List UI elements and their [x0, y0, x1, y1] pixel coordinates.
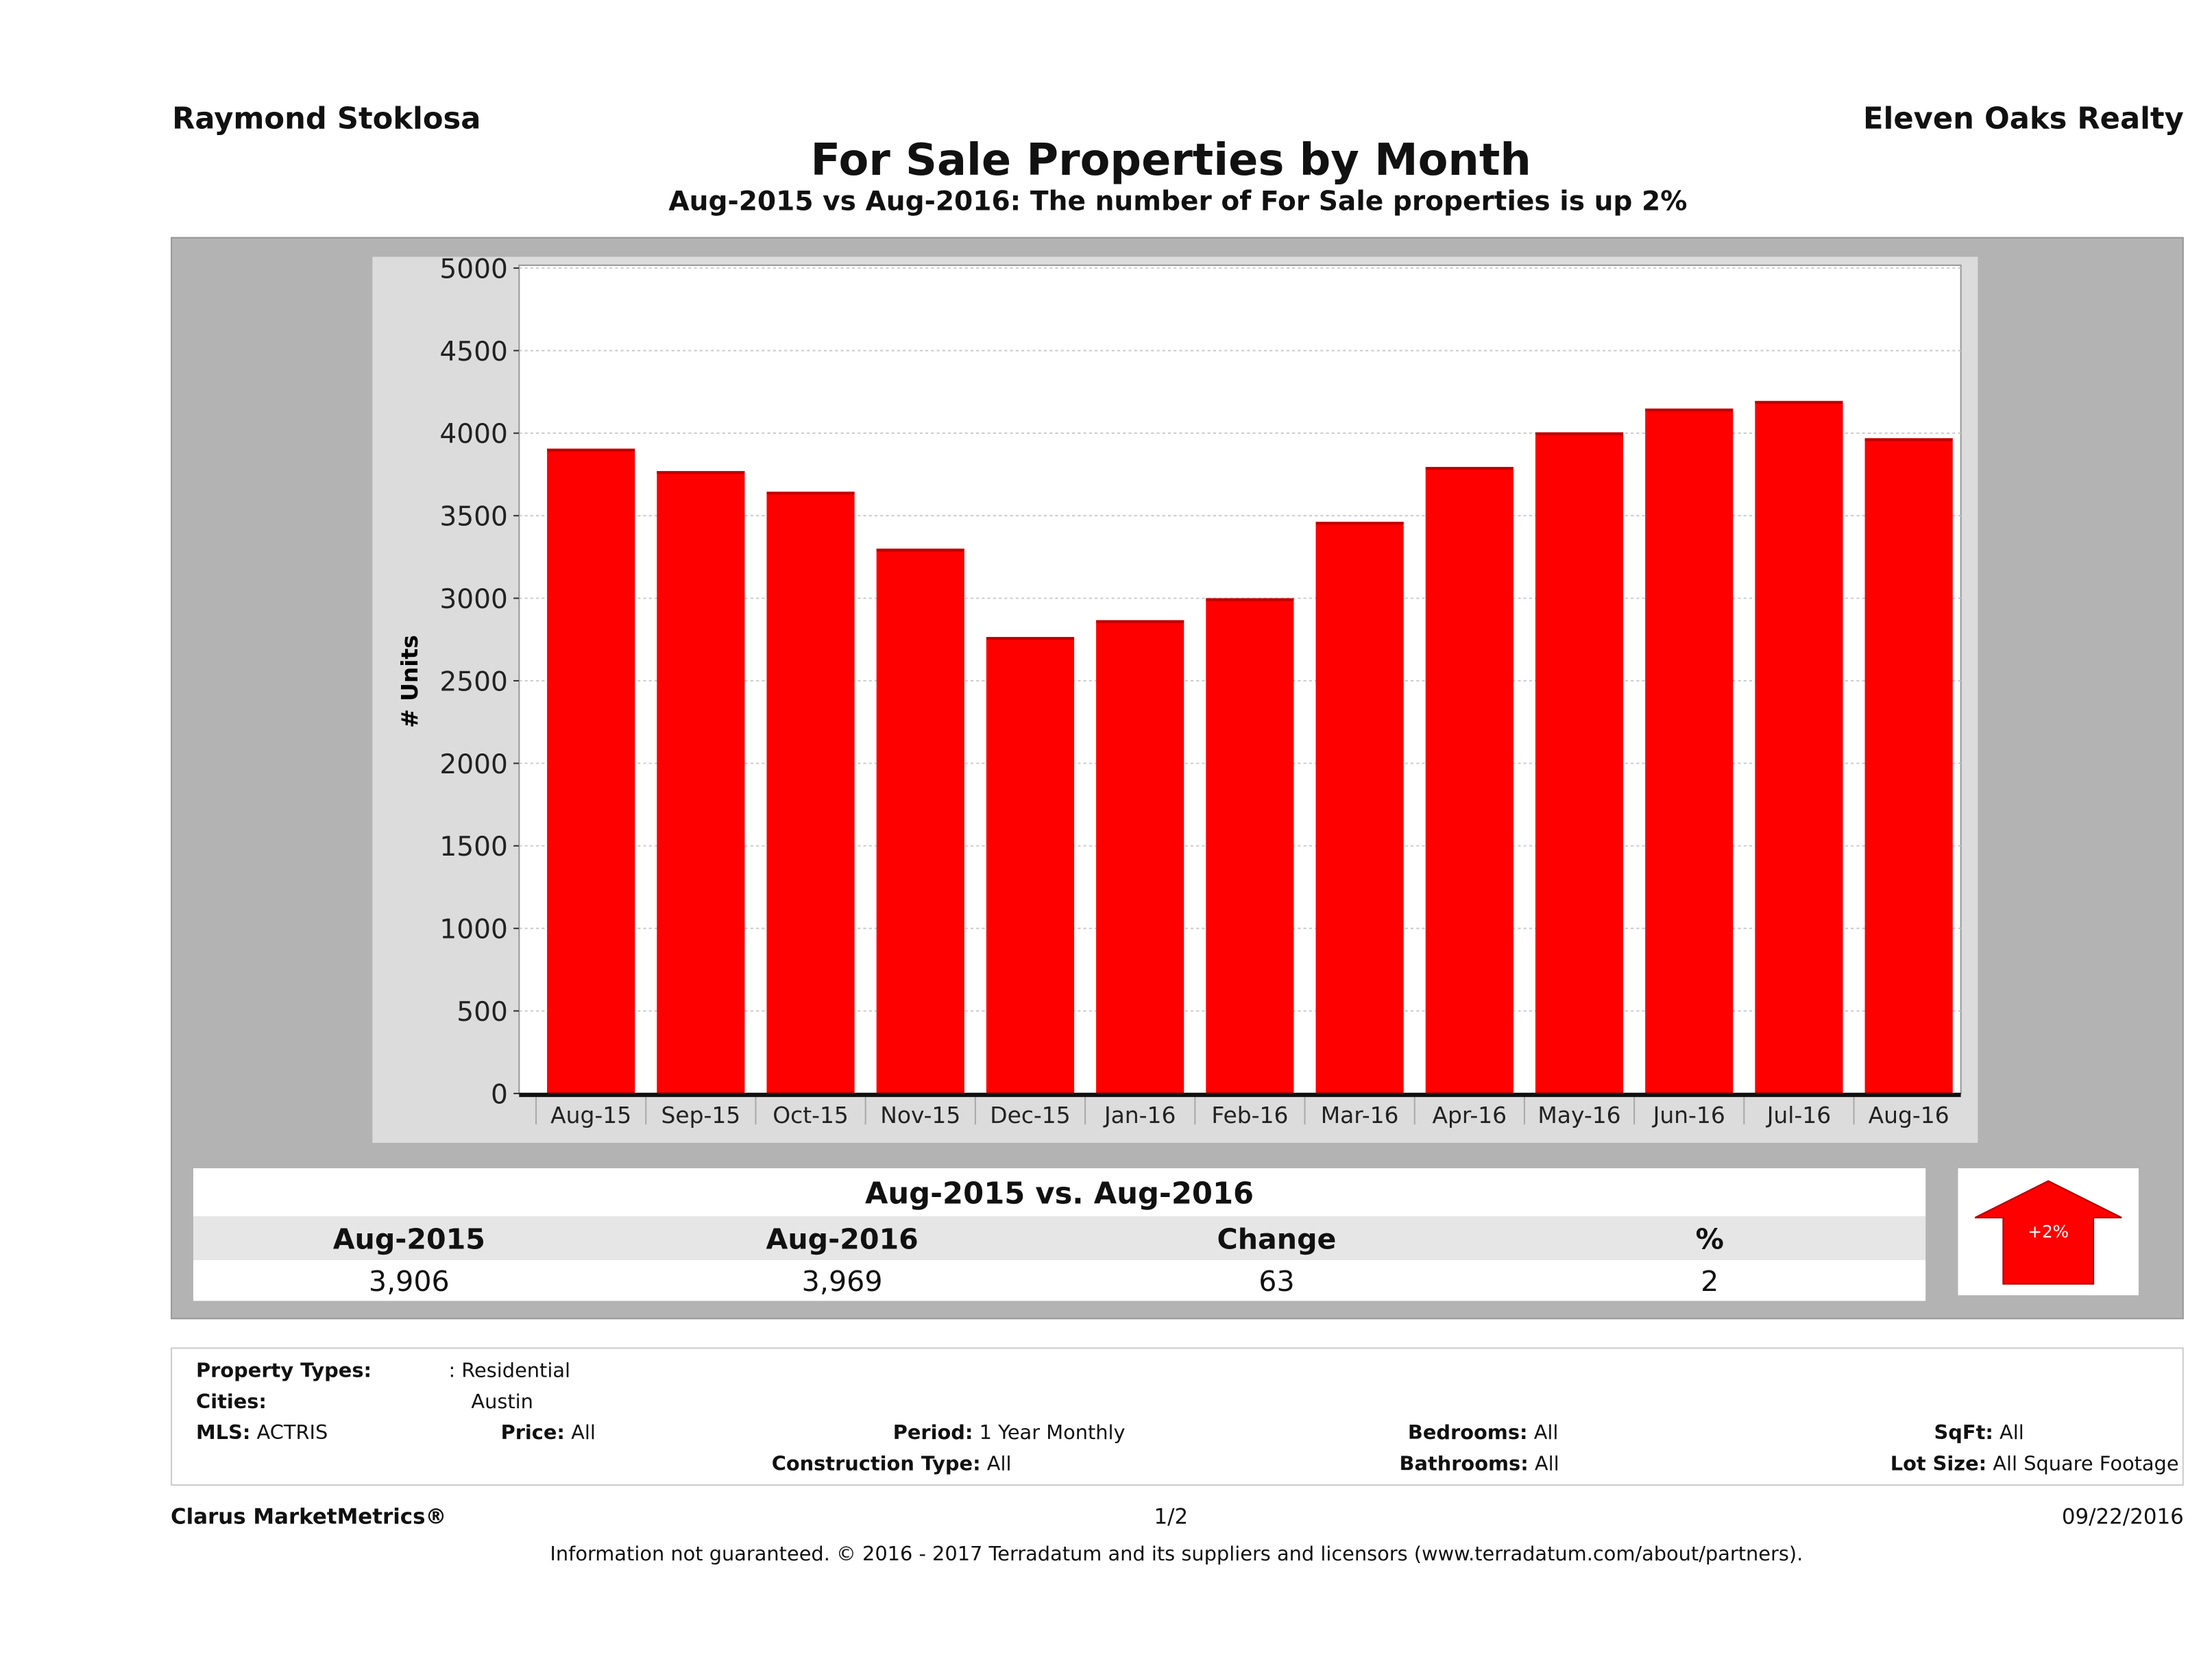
header-cell: Aug-2016	[766, 1222, 919, 1256]
header-cell: Change	[1217, 1222, 1337, 1256]
x-tick-label: Nov-15	[880, 1102, 960, 1128]
filter-value: All	[571, 1422, 596, 1445]
bar	[1206, 598, 1294, 1094]
x-tick-label: Jul-16	[1766, 1102, 1831, 1128]
filter-label: Property Types:	[196, 1360, 372, 1383]
x-tick-label: Jun-16	[1652, 1102, 1725, 1128]
report-date: 09/22/2016	[2061, 1503, 2184, 1530]
comparison-values-row: 3,906 3,969 63 2	[193, 1259, 1926, 1301]
filter-label: Construction Type:	[771, 1453, 981, 1476]
filter-value: All	[1533, 1422, 1559, 1445]
bar-top-edge	[547, 448, 635, 452]
chart-title: For Sale Properties by Month	[810, 135, 1531, 186]
header-cell: Aug-2015	[332, 1222, 485, 1256]
bar	[1755, 400, 1843, 1094]
x-tick-label: Aug-16	[1869, 1102, 1949, 1128]
y-tick-label: 3500	[439, 502, 507, 533]
bar-top-edge	[876, 548, 964, 552]
x-tick-label: Feb-16	[1211, 1102, 1288, 1128]
filter-value: All	[2000, 1422, 2024, 1445]
footer-brand: Clarus MarketMetrics®	[171, 1503, 447, 1530]
bar	[986, 637, 1075, 1094]
bar-top-edge	[657, 471, 745, 474]
disclaimer: Information not guaranteed. © 2016 - 201…	[550, 1543, 1803, 1567]
y-tick-label: 3000	[439, 584, 507, 615]
value-cell: 3,969	[801, 1264, 883, 1298]
bar-top-edge	[986, 637, 1075, 640]
bar-top-edge	[1315, 522, 1404, 525]
y-tick-label: 2000	[439, 749, 507, 780]
filter-summary: Property Types: : Residential Cities: Au…	[171, 1347, 2184, 1486]
bar	[766, 492, 855, 1094]
y-tick-label: 1000	[439, 915, 507, 945]
bar-top-edge	[1755, 400, 1843, 404]
change-badge-label: +2%	[2028, 1222, 2069, 1242]
page-number: 1/2	[1154, 1503, 1189, 1530]
bar-top-edge	[1096, 620, 1184, 623]
filter-label: SqFt:	[1934, 1422, 1993, 1445]
filter-value: All	[986, 1453, 1012, 1476]
x-tick-label: Dec-15	[990, 1102, 1070, 1128]
value-cell: 2	[1701, 1264, 1719, 1298]
chart-subtitle: Aug-2015 vs Aug-2016: The number of For …	[668, 186, 1688, 217]
bar	[1535, 432, 1624, 1094]
change-badge: +2%	[1958, 1168, 2139, 1296]
filter-value: All Square Footage	[1993, 1453, 2179, 1476]
filter-value: ACTRIS	[256, 1422, 328, 1445]
up-arrow-icon	[1974, 1180, 2122, 1285]
bar-top-edge	[1864, 438, 1953, 442]
filter-value: Austin	[471, 1391, 533, 1414]
bar	[1096, 620, 1184, 1094]
filter-label: Bedrooms:	[1407, 1422, 1528, 1445]
y-tick-label: 4000	[439, 419, 507, 450]
bar	[1645, 408, 1734, 1094]
bar	[657, 471, 745, 1094]
y-axis-label: # Units	[396, 635, 423, 728]
x-tick-label: May-16	[1538, 1102, 1620, 1128]
comparison-header-row: Aug-2015 Aug-2016 Change %	[193, 1216, 1926, 1260]
filter-label: MLS:	[196, 1422, 251, 1445]
filter-label: Cities:	[196, 1391, 267, 1414]
y-tick-label: 5000	[439, 254, 507, 285]
filter-value: All	[1534, 1453, 1559, 1476]
bar-top-edge	[1535, 432, 1624, 435]
y-tick-label: 500	[457, 997, 508, 1028]
comparison-title: Aug-2015 vs. Aug-2016	[193, 1168, 1926, 1216]
value-cell: 3,906	[368, 1264, 450, 1298]
bar	[1315, 522, 1404, 1094]
agent-name: Raymond Stoklosa	[172, 101, 481, 136]
bar	[547, 448, 635, 1094]
header-cell: %	[1695, 1222, 1724, 1256]
y-tick-label: 1500	[439, 832, 507, 862]
y-tick-label: 0	[491, 1079, 508, 1110]
filter-label: Lot Size:	[1890, 1453, 1987, 1476]
y-tick-label: 4500	[439, 337, 507, 367]
bar-top-edge	[1645, 408, 1734, 412]
y-tick-label: 2500	[439, 666, 507, 697]
value-cell: 63	[1259, 1264, 1295, 1298]
bar-top-edge	[1206, 598, 1294, 601]
x-tick-label: Mar-16	[1321, 1102, 1399, 1128]
bar-top-edge	[1425, 467, 1514, 470]
brokerage-name: Eleven Oaks Realty	[1863, 101, 2184, 136]
filter-label: Price:	[500, 1422, 565, 1445]
filter-value: : Residential	[448, 1360, 571, 1383]
x-tick-label: Apr-16	[1433, 1102, 1507, 1128]
bar-top-edge	[766, 492, 855, 495]
filter-label: Bathrooms:	[1399, 1453, 1529, 1476]
filter-value: 1 Year Monthly	[979, 1422, 1126, 1445]
bar	[1864, 438, 1953, 1094]
x-tick-label: Sep-15	[661, 1102, 740, 1128]
x-tick-label: Jan-16	[1103, 1102, 1176, 1128]
bar	[876, 548, 964, 1094]
x-tick-label: Aug-15	[550, 1102, 631, 1128]
x-tick-label: Oct-15	[773, 1102, 849, 1128]
bar	[1425, 467, 1514, 1094]
filter-label: Period:	[892, 1422, 973, 1445]
